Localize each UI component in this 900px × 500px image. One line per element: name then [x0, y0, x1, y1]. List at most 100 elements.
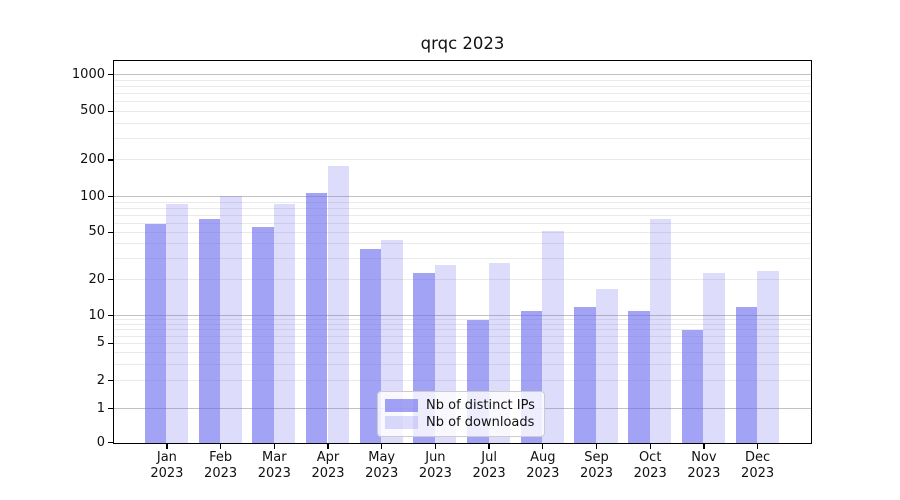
minor-gridline: [114, 258, 811, 260]
grid-layer: [114, 61, 811, 443]
y-tick-mark: [107, 379, 113, 382]
x-tick-label: Mar 2023: [257, 450, 291, 481]
y-tick-label: 1: [96, 400, 105, 416]
y-tick-mark: [107, 441, 113, 444]
minor-gridline: [114, 342, 811, 344]
y-tick-label: 0: [96, 434, 105, 450]
minor-gridline: [114, 231, 811, 233]
x-tick-label: Jul 2023: [472, 450, 506, 481]
legend-item-downloads: Nb of downloads: [385, 415, 535, 430]
x-tick-label: Jun 2023: [418, 450, 452, 481]
legend-label-distinct-ips: Nb of distinct IPs: [426, 398, 535, 413]
major-gridline: [114, 315, 811, 316]
x-tick-mark: [649, 444, 651, 449]
chart-title: qrqc 2023: [420, 34, 505, 53]
minor-gridline: [114, 92, 811, 94]
y-tick-mark: [107, 407, 113, 410]
x-tick-mark: [219, 444, 222, 449]
x-tick-label: Nov 2023: [687, 450, 721, 481]
x-tick-mark: [542, 444, 544, 449]
x-tick-mark: [166, 444, 168, 449]
legend-swatch-downloads: [385, 416, 418, 429]
legend-label-downloads: Nb of downloads: [426, 415, 535, 430]
x-tick-mark: [488, 444, 490, 449]
minor-gridline: [114, 101, 811, 103]
y-tick-mark: [107, 110, 113, 112]
x-tick-label: Feb 2023: [204, 450, 238, 481]
minor-gridline: [114, 222, 811, 224]
bars-layer: [114, 61, 811, 443]
y-tick-mark: [107, 159, 113, 161]
y-tick-mark: [107, 196, 113, 198]
minor-gridline: [114, 207, 811, 209]
x-tick-label: Aug 2023: [526, 450, 560, 481]
y-tick-mark: [107, 73, 113, 76]
x-tick-mark: [756, 444, 759, 449]
minor-gridline: [114, 201, 811, 203]
minor-gridline: [114, 243, 811, 245]
x-tick-label: Sep 2023: [579, 450, 614, 481]
major-gridline: [114, 196, 811, 198]
x-tick-mark: [327, 444, 329, 449]
x-tick-mark: [595, 444, 598, 449]
x-tick-label: Dec 2023: [741, 450, 775, 481]
minor-gridline: [114, 159, 811, 161]
minor-gridline: [114, 319, 811, 321]
legend: Nb of distinct IPs Nb of downloads: [377, 391, 545, 437]
bar-downloads-feb: [220, 196, 242, 443]
y-tick-mark: [107, 231, 113, 234]
bar-downloads-dec: [757, 270, 779, 443]
bar-downloads-aug: [542, 230, 564, 443]
minor-gridline: [114, 110, 811, 112]
x-tick-mark: [381, 444, 383, 449]
y-tick-mark: [107, 314, 113, 317]
minor-gridline: [114, 324, 811, 325]
bar-ips-mar: [252, 227, 274, 443]
minor-gridline: [114, 329, 811, 331]
legend-item-distinct-ips: Nb of distinct IPs: [385, 398, 535, 413]
minor-gridline: [114, 85, 811, 87]
y-tick-label: 500: [80, 103, 105, 119]
x-tick-mark: [703, 444, 705, 449]
minor-gridline: [114, 363, 811, 365]
minor-gridline: [114, 279, 811, 281]
y-tick-label: 5: [96, 335, 105, 351]
bar-downloads-apr: [327, 166, 350, 443]
y-tick-label: 1000: [71, 66, 105, 82]
bar-downloads-oct: [649, 218, 672, 443]
major-gridline: [114, 74, 811, 75]
legend-swatch-distinct-ips: [385, 399, 418, 412]
minor-gridline: [114, 137, 811, 139]
y-tick-label: 10: [88, 307, 105, 323]
y-tick-label: 200: [80, 151, 105, 167]
bar-downloads-mar: [273, 203, 296, 443]
y-tick-label: 50: [88, 224, 105, 240]
y-tick-label: 2: [96, 372, 105, 388]
bar-ips-jan: [144, 223, 167, 443]
bar-ips-dec: [735, 306, 758, 443]
minor-gridline: [114, 352, 811, 353]
bar-ips-oct: [628, 311, 650, 443]
x-tick-mark: [273, 444, 275, 449]
y-tick-label: 20: [88, 271, 105, 287]
bar-ips-apr: [305, 193, 328, 443]
x-tick-label: Jan 2023: [150, 450, 184, 481]
bar-ips-feb: [198, 219, 221, 443]
x-tick-mark: [434, 444, 437, 449]
bar-ips-nov: [681, 330, 704, 443]
bar-ips-may: [359, 248, 382, 443]
x-tick-label: Oct 2023: [633, 450, 667, 481]
plot-area: Nb of distinct IPs Nb of downloads: [113, 60, 812, 444]
minor-gridline: [114, 122, 811, 124]
bar-downloads-nov: [703, 273, 725, 443]
x-tick-label: Apr 2023: [311, 450, 345, 481]
x-tick-label: May 2023: [365, 450, 399, 481]
minor-gridline: [114, 214, 811, 216]
bar-ips-sep: [574, 306, 596, 443]
y-tick-mark: [107, 342, 113, 345]
bar-downloads-jan: [166, 203, 188, 443]
minor-gridline: [114, 380, 811, 381]
